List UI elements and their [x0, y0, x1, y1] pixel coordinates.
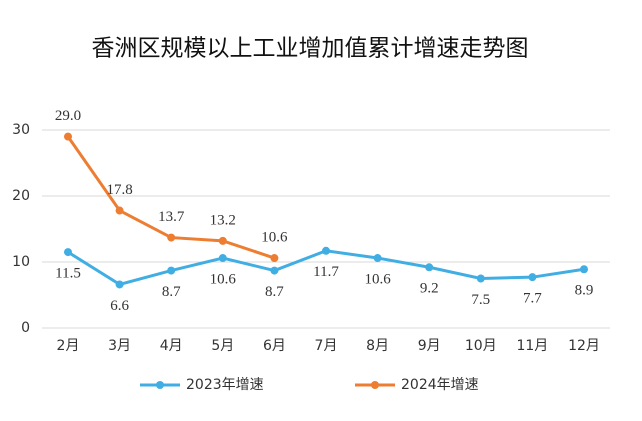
x-tick-label: 5月	[211, 338, 234, 354]
data-label: 29.0	[55, 108, 81, 124]
point	[115, 206, 124, 215]
data-label: 8.7	[162, 284, 181, 300]
point	[64, 132, 72, 141]
point	[425, 263, 434, 272]
data-label: 9.2	[420, 281, 439, 297]
x-tick-label: 12月	[568, 338, 600, 354]
x-tick-label: 10月	[465, 338, 497, 354]
point	[115, 280, 124, 289]
x-tick-label: 6月	[263, 338, 286, 354]
y-tick-label: 10	[12, 254, 30, 270]
x-tick-label: 2月	[57, 338, 80, 354]
point	[270, 266, 279, 275]
data-label: 11.5	[55, 266, 81, 282]
point	[476, 274, 485, 283]
point	[322, 246, 330, 255]
point	[167, 266, 176, 275]
data-label: 10.6	[364, 271, 391, 287]
point	[218, 254, 227, 263]
data-label: 10.6	[261, 229, 288, 245]
y-tick-label: 0	[21, 320, 30, 336]
point	[64, 248, 72, 257]
data-label: 7.5	[471, 292, 490, 308]
legend-marker	[371, 381, 379, 389]
point	[373, 254, 382, 263]
data-label: 6.6	[110, 298, 129, 314]
x-tick-label: 8月	[366, 338, 389, 354]
data-label: 17.8	[106, 182, 132, 198]
x-tick-label: 11月	[516, 338, 548, 354]
data-label: 11.7	[313, 264, 339, 280]
chart-title: 香洲区规模以上工业增加值累计增速走势图	[92, 35, 529, 60]
point	[270, 254, 279, 263]
data-label: 8.9	[575, 283, 594, 299]
data-label: 8.7	[265, 284, 284, 300]
legend-label: 2024年增速	[401, 377, 479, 393]
y-tick-label: 30	[12, 122, 30, 138]
point	[528, 273, 537, 282]
legend-label: 2023年增速	[186, 377, 264, 393]
legend-marker	[156, 381, 164, 389]
x-tick-label: 4月	[160, 338, 183, 354]
x-tick-label: 7月	[315, 338, 338, 354]
data-label: 13.7	[158, 209, 185, 225]
y-tick-label: 20	[12, 188, 30, 204]
point	[580, 265, 588, 274]
x-tick-label: 3月	[108, 338, 131, 354]
data-label: 10.6	[210, 271, 237, 287]
data-label: 13.2	[210, 212, 236, 228]
point	[167, 233, 176, 242]
data-label: 7.7	[523, 291, 542, 307]
x-tick-label: 9月	[418, 338, 441, 354]
point	[218, 236, 227, 245]
